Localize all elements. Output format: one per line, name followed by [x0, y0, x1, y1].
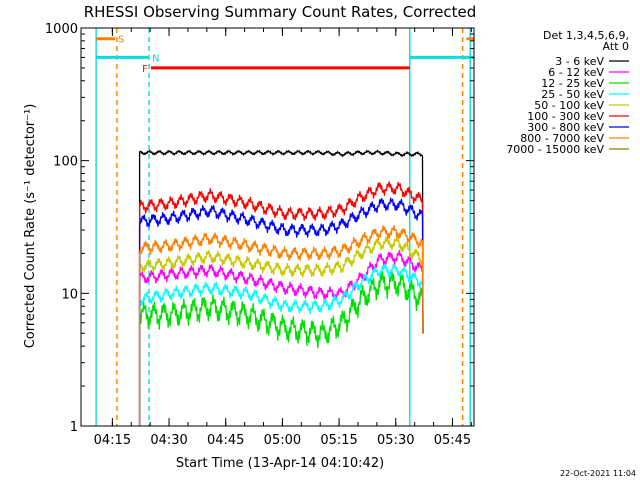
legend-label-6: 300 - 800 keV	[527, 121, 604, 134]
y-tick-label-1: 10	[61, 287, 78, 302]
x-axis-label: Start Time (13-Apr-14 04:10:42)	[176, 456, 384, 471]
series-line-4	[138, 235, 424, 426]
plot-area: S NF	[95, 28, 474, 426]
legend-label-5: 100 - 300 keV	[527, 110, 604, 123]
legend-label-8: 7000 - 15000 keV	[506, 143, 604, 156]
series-line-3	[138, 263, 424, 426]
x-tick-label-6: 05:45	[434, 433, 471, 448]
series-line-7	[138, 224, 424, 426]
y-tick-label-3: 1000	[45, 22, 78, 37]
series-line-0	[138, 149, 424, 426]
y-tick-label-0: 1	[70, 420, 78, 435]
x-axis-ticks: 04:15 04:30 04:45 05:00 05:15 05:30 05:45	[94, 28, 472, 448]
plot-frame	[80, 27, 475, 427]
legend-label-4: 50 - 100 keV	[534, 99, 604, 112]
x-tick-label-2: 04:45	[207, 433, 244, 448]
y-tick-label-2: 100	[53, 155, 78, 170]
chart-title: RHESSI Observing Summary Count Rates, Co…	[84, 3, 477, 21]
x-tick-label-1: 04:30	[150, 433, 187, 448]
y-axis-ticks: 1 10 100 1000	[45, 22, 474, 435]
x-tick-label-0: 04:15	[94, 433, 131, 448]
legend-label-0: 3 - 6 keV	[555, 55, 604, 68]
footer-date: 22-Oct-2021 11:04	[560, 469, 636, 478]
legend-label-1: 6 - 12 keV	[548, 66, 604, 79]
series-line-6	[138, 197, 424, 426]
series-line-5	[138, 181, 424, 426]
legend-label-3: 25 - 50 keV	[541, 88, 604, 101]
x-tick-label-5: 05:30	[377, 433, 414, 448]
flag-label-f: F	[142, 64, 148, 75]
legend-label-2: 12 - 25 keV	[541, 77, 604, 90]
x-tick-label-3: 05:00	[264, 433, 301, 448]
legend-header-1: Att 0	[603, 40, 629, 53]
legend-header-0: Det 1,3,4,5,6,9,	[543, 29, 629, 42]
y-axis-label: Corrected Count Rate (s⁻¹ detector⁻¹)	[23, 104, 38, 349]
series-line-2	[138, 270, 424, 426]
series-line-1	[138, 249, 424, 426]
x-tick-label-4: 05:15	[320, 433, 357, 448]
legend-label-7: 800 - 7000 keV	[520, 132, 604, 145]
flag-label-n: N	[152, 53, 159, 64]
flag-label-s: S	[118, 35, 124, 46]
